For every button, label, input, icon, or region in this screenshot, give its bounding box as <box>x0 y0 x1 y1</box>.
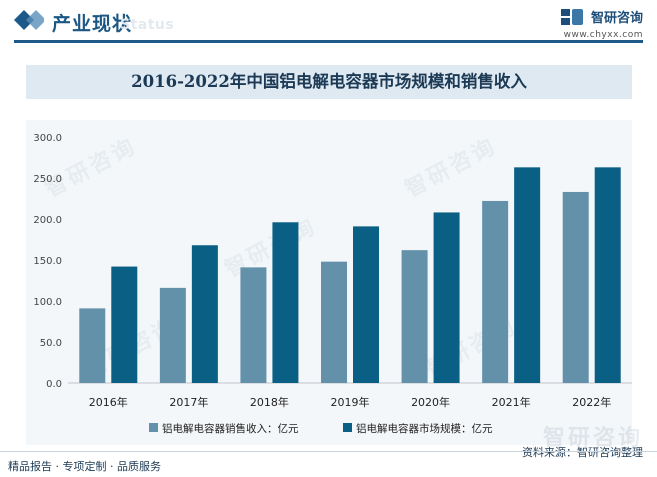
bar-series-1 <box>562 191 589 383</box>
bar-series-2 <box>191 245 218 383</box>
brand-logo-icon <box>560 8 583 25</box>
y-tick-label: 50.0 <box>40 338 62 349</box>
legend-swatch <box>149 423 158 432</box>
y-tick-label: 150.0 <box>33 256 62 267</box>
chart-title: 2016-2022年中国铝电解电容器市场规模和销售收入 <box>131 72 527 91</box>
bar-series-2 <box>111 266 138 383</box>
y-tick-label: 100.0 <box>33 297 62 308</box>
y-tick-label: 200.0 <box>33 215 62 226</box>
footer-slogan: 精品报告 · 专项定制 · 品质服务 <box>8 460 161 473</box>
bar-series-2 <box>272 222 299 383</box>
x-tick-label: 2020年 <box>411 395 450 409</box>
chart-title-box: 2016-2022年中国铝电解电容器市场规模和销售收入 <box>26 65 632 99</box>
bar-series-1 <box>159 287 186 383</box>
footer-watermark: 智研咨询 <box>542 426 643 451</box>
y-tick-label: 300.0 <box>33 133 62 144</box>
bar-series-2 <box>353 226 379 383</box>
y-tick-label: 0.0 <box>46 379 62 390</box>
x-tick-label: 2022年 <box>572 395 611 409</box>
bar-series-1 <box>79 308 106 383</box>
x-tick-label: 2018年 <box>250 395 289 409</box>
bar-series-2 <box>514 167 541 383</box>
x-tick-label: 2021年 <box>492 395 531 409</box>
legend-label: 铝电解电容器销售收入：亿元 <box>162 422 299 435</box>
x-tick-label: 2016年 <box>89 395 128 409</box>
x-tick-label: 2017年 <box>169 395 208 409</box>
brand: 智研咨询 www.chyxx.com <box>560 6 643 40</box>
header-divider <box>14 40 643 43</box>
y-tick-label: 250.0 <box>33 174 62 185</box>
brand-url: www.chyxx.com <box>563 30 643 40</box>
brand-name: 智研咨询 <box>590 11 643 26</box>
data-source: 资料来源：智研咨询整理 <box>522 446 643 459</box>
section-title-ghost: Status <box>120 17 175 33</box>
bar-series-1 <box>482 200 509 383</box>
bar-series-1 <box>240 267 267 383</box>
legend-swatch <box>343 423 352 432</box>
bar-series-1 <box>321 261 347 383</box>
bar-series-2 <box>433 212 460 383</box>
bar-series-1 <box>401 250 428 383</box>
page-header: 产业现状 Status 智研咨询 www.chyxx.com <box>0 0 657 46</box>
section-title: 产业现状 <box>52 13 133 35</box>
bar-series-2 <box>594 167 621 383</box>
legend-label: 铝电解电容器市场规模：亿元 <box>356 422 493 435</box>
footer-divider <box>0 451 657 452</box>
double-chevron-icon <box>14 10 44 30</box>
x-tick-label: 2019年 <box>331 395 370 409</box>
